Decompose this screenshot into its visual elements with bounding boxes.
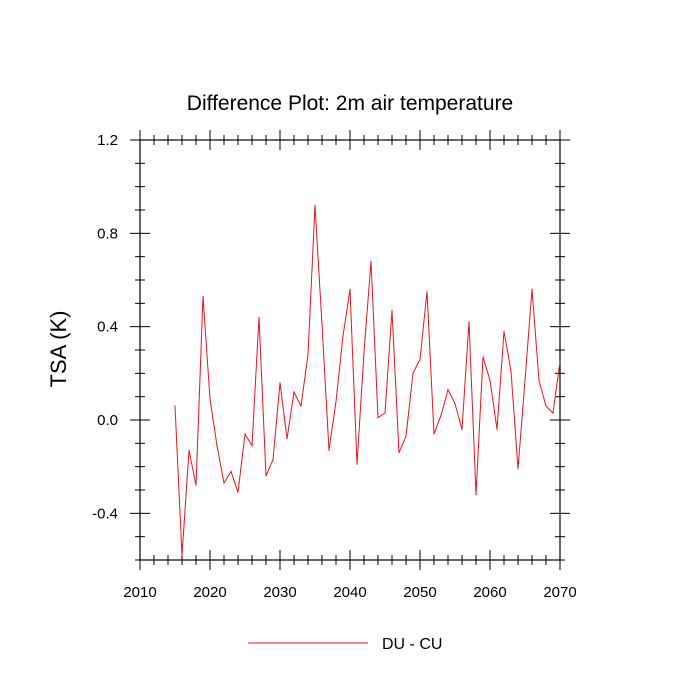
data-point: [503, 330, 505, 332]
data-point: [181, 554, 183, 556]
data-point: [384, 412, 386, 414]
data-point: [272, 459, 274, 461]
x-tick-label: 2050: [403, 584, 436, 601]
data-point: [419, 358, 421, 360]
x-tick-label: 2060: [473, 584, 506, 601]
y-tick-label: 0.8: [97, 225, 118, 242]
axis-tick-labels: 2010 2020 2030 2040 2050 2060 2070 -0.4 0.0 0.4 0.…: [92, 132, 577, 601]
data-point: [517, 468, 519, 470]
axis-ticks: [130, 130, 570, 570]
legend-label-du-cu: DU - CU: [382, 636, 442, 653]
data-point: [461, 428, 463, 430]
data-point: [412, 372, 414, 374]
data-point: [447, 389, 449, 391]
y-tick-label: 0.0: [97, 412, 118, 429]
series-line-du-cu: [174, 205, 561, 556]
data-point: [188, 449, 190, 451]
data-point: [244, 433, 246, 435]
data-point: [237, 491, 239, 493]
y-axis-label: TSA (K): [46, 310, 71, 387]
data-point: [454, 403, 456, 405]
data-point: [314, 204, 316, 206]
data-point: [398, 452, 400, 454]
data-point: [426, 291, 428, 293]
chart-title: Difference Plot: 2m air temperature: [187, 92, 513, 115]
y-tick-label: 0.4: [97, 319, 118, 336]
data-point: [370, 260, 372, 262]
data-point: [251, 445, 253, 447]
data-point: [293, 391, 295, 393]
data-point: [363, 351, 365, 353]
data-point: [300, 405, 302, 407]
data-point: [328, 449, 330, 451]
data-point: [265, 475, 267, 477]
data-point: [258, 316, 260, 318]
data-point: [482, 356, 484, 358]
data-point: [349, 288, 351, 290]
data-point: [391, 309, 393, 311]
x-tick-label: 2010: [123, 584, 156, 601]
y-tick-label: 1.2: [97, 132, 118, 149]
data-point: [433, 433, 435, 435]
data-point: [559, 361, 561, 363]
data-point: [468, 321, 470, 323]
x-tick-label: 2030: [263, 584, 296, 601]
x-tick-label: 2040: [333, 584, 366, 601]
data-point: [405, 435, 407, 437]
data-point: [545, 405, 547, 407]
data-point: [510, 370, 512, 372]
data-point: [286, 438, 288, 440]
data-point: [475, 494, 477, 496]
legend: DU - CU: [248, 636, 442, 653]
data-point: [335, 400, 337, 402]
data-point: [489, 379, 491, 381]
data-point: [307, 354, 309, 356]
x-tick-label: 2070: [543, 584, 576, 601]
data-point: [356, 463, 358, 465]
x-tick-label: 2020: [193, 584, 226, 601]
data-point: [377, 417, 379, 419]
data-point: [195, 484, 197, 486]
data-point: [524, 379, 526, 381]
data-point: [440, 414, 442, 416]
plot-frame: [139, 139, 561, 561]
data-point: [223, 482, 225, 484]
data-point: [216, 445, 218, 447]
data-point: [321, 323, 323, 325]
data-point: [230, 470, 232, 472]
data-point: [552, 412, 554, 414]
data-point: [279, 382, 281, 384]
data-point: [531, 288, 533, 290]
data-point: [342, 335, 344, 337]
data-point: [496, 428, 498, 430]
data-point: [174, 405, 176, 407]
y-tick-label: -0.4: [92, 505, 118, 522]
data-point: [209, 398, 211, 400]
data-point: [538, 379, 540, 381]
data-point: [202, 295, 204, 297]
series-points: [174, 204, 561, 556]
